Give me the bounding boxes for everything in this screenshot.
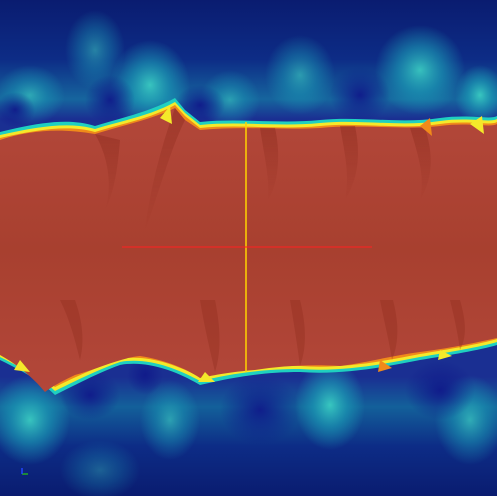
density-band [0, 108, 497, 392]
band-streaks [60, 108, 465, 372]
interface-tips [14, 106, 484, 382]
axes-triad-icon [21, 468, 28, 475]
